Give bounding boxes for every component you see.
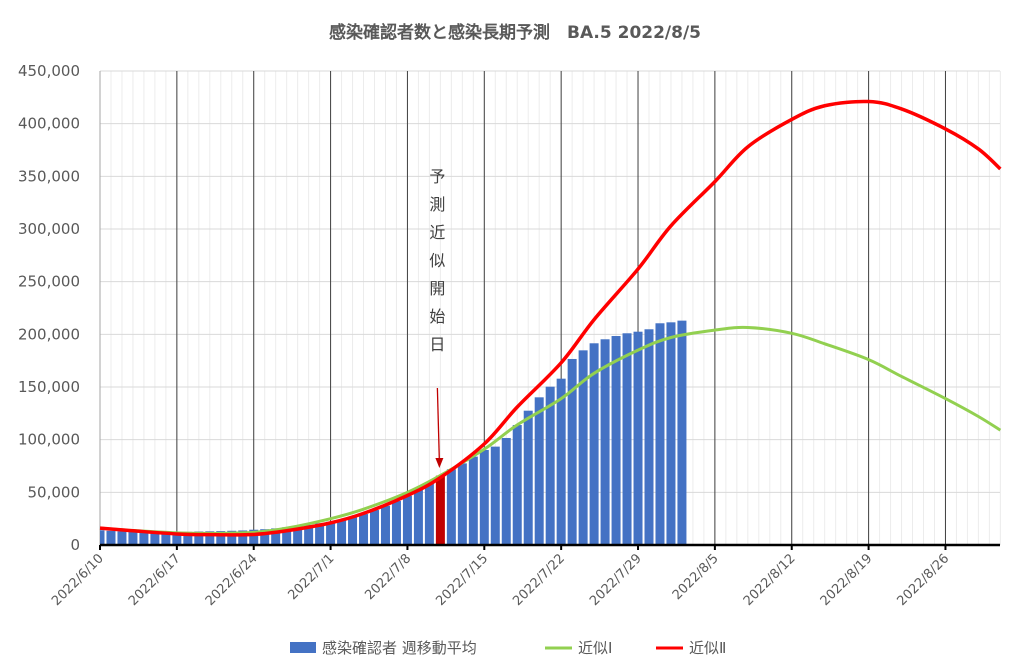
x-tick-label: 2022/6/10 bbox=[49, 551, 107, 609]
bar bbox=[128, 531, 138, 545]
legend: 感染確認者 週移動平均 近似Ⅰ 近似Ⅱ bbox=[290, 639, 726, 657]
annotation-char: 開 bbox=[429, 279, 445, 298]
bar bbox=[150, 532, 160, 545]
bars bbox=[100, 320, 687, 545]
y-tick-label: 100,000 bbox=[18, 431, 80, 449]
annotation-char: 始 bbox=[429, 307, 445, 326]
annotation-char: 予 bbox=[429, 167, 445, 186]
bar bbox=[655, 323, 665, 545]
x-tick-label: 2022/7/15 bbox=[433, 551, 491, 609]
bar bbox=[260, 529, 270, 545]
bar bbox=[194, 531, 204, 545]
legend-label-bars: 感染確認者 週移動平均 bbox=[322, 639, 477, 657]
legend-label-series-2: 近似Ⅱ bbox=[689, 639, 726, 657]
bar bbox=[446, 469, 456, 545]
bar bbox=[391, 500, 401, 545]
bar bbox=[545, 386, 555, 545]
bar bbox=[271, 528, 281, 545]
x-tick-label: 2022/7/8 bbox=[362, 551, 414, 603]
bar bbox=[490, 446, 500, 545]
lines bbox=[99, 99, 1002, 537]
x-tick-label: 2022/8/12 bbox=[741, 551, 799, 609]
bar bbox=[183, 531, 193, 545]
bar bbox=[172, 532, 182, 545]
y-tick-label: 200,000 bbox=[18, 325, 80, 343]
y-tick-label: 400,000 bbox=[18, 115, 80, 133]
bar bbox=[282, 527, 292, 545]
y-tick-label: 350,000 bbox=[18, 167, 80, 185]
bar bbox=[534, 397, 544, 545]
bar bbox=[578, 350, 588, 545]
bar bbox=[523, 410, 533, 545]
x-tick-label: 2022/7/22 bbox=[510, 551, 568, 609]
annotation-char: 日 bbox=[429, 335, 445, 354]
bar bbox=[216, 531, 226, 545]
bar bbox=[413, 490, 423, 545]
bar bbox=[337, 520, 347, 545]
bar bbox=[600, 339, 610, 545]
x-tick-label: 2022/8/19 bbox=[818, 551, 876, 609]
bar bbox=[100, 530, 105, 545]
bar bbox=[402, 495, 412, 545]
bar-highlight bbox=[435, 475, 445, 545]
bar bbox=[304, 524, 314, 545]
bar bbox=[117, 531, 127, 545]
x-tick-label: 2022/8/5 bbox=[670, 551, 722, 603]
bar bbox=[677, 320, 687, 545]
legend-swatch-bars bbox=[290, 642, 316, 653]
bar bbox=[479, 449, 489, 545]
annotation-char: 測 bbox=[429, 195, 445, 214]
bar bbox=[359, 514, 369, 545]
bar bbox=[326, 521, 336, 545]
y-tick-label: 250,000 bbox=[18, 273, 80, 291]
bar bbox=[139, 532, 149, 545]
x-tick-label: 2022/6/17 bbox=[126, 551, 184, 609]
x-tick-label: 2022/7/29 bbox=[587, 551, 645, 609]
annotation-char: 似 bbox=[429, 251, 445, 270]
x-tick-label: 2022/7/1 bbox=[286, 551, 338, 603]
bar bbox=[644, 329, 654, 545]
annotation-char: 近 bbox=[429, 223, 445, 242]
bar bbox=[249, 529, 259, 545]
bar bbox=[315, 523, 325, 545]
bar bbox=[227, 530, 237, 545]
bar bbox=[622, 333, 632, 545]
bar bbox=[205, 531, 215, 545]
x-tick-label: 2022/8/26 bbox=[895, 551, 953, 609]
axes: 2022/6/10 2022/6/17 2022/6/24 2022/7/1 2022/… bbox=[49, 543, 1000, 609]
bar bbox=[556, 378, 566, 545]
bar bbox=[348, 517, 358, 545]
bar bbox=[666, 322, 676, 545]
bar bbox=[567, 358, 577, 545]
bar bbox=[468, 456, 478, 545]
arrow-head-icon bbox=[435, 458, 444, 468]
bar bbox=[424, 483, 434, 545]
bar bbox=[501, 437, 511, 545]
bar bbox=[633, 331, 643, 545]
chart-title: 感染確認者数と感染長期予測 BA.5 2022/8/5 bbox=[329, 22, 701, 43]
bar bbox=[293, 526, 303, 545]
bar bbox=[370, 510, 379, 545]
y-tick-label: 0 bbox=[70, 536, 80, 554]
bar bbox=[161, 532, 171, 545]
bar bbox=[238, 530, 248, 545]
bar bbox=[457, 463, 467, 545]
series-line-1 bbox=[99, 325, 1002, 535]
series-line-2 bbox=[99, 99, 1002, 537]
x-tick-label: 2022/6/24 bbox=[203, 551, 261, 609]
bar bbox=[106, 530, 116, 545]
y-tick-label: 150,000 bbox=[18, 378, 80, 396]
bar bbox=[512, 425, 522, 545]
y-tick-label: 50,000 bbox=[28, 483, 81, 501]
bar bbox=[380, 505, 390, 545]
bar bbox=[589, 343, 599, 545]
y-tick-label: 300,000 bbox=[18, 220, 80, 238]
annotation-arrow bbox=[436, 387, 441, 463]
legend-label-series-1: 近似Ⅰ bbox=[578, 639, 612, 657]
y-tick-label: 450,000 bbox=[18, 62, 80, 80]
bar bbox=[611, 336, 621, 545]
